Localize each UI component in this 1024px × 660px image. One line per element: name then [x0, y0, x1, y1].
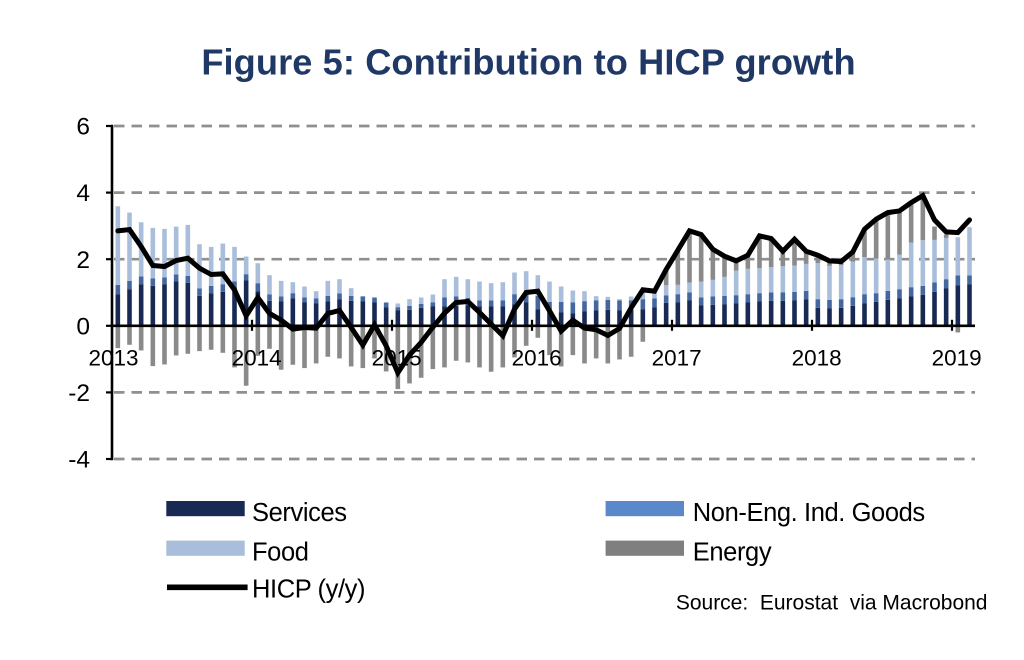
- svg-text:Figure 5: Contribution to HICP: Figure 5: Contribution to HICP growth: [201, 42, 855, 83]
- svg-text:2016: 2016: [512, 346, 562, 371]
- svg-text:2019: 2019: [932, 346, 982, 371]
- svg-text:-4: -4: [68, 447, 90, 474]
- svg-text:Source: Eurostat via Macrobo: Source: Eurostat via Macrobond: [676, 592, 988, 615]
- svg-text:2017: 2017: [652, 346, 702, 371]
- svg-text:2018: 2018: [792, 346, 842, 371]
- svg-text:2: 2: [76, 247, 90, 274]
- svg-text:Services: Services: [252, 499, 347, 527]
- svg-text:2014: 2014: [232, 346, 282, 371]
- svg-text:Energy: Energy: [693, 539, 772, 567]
- svg-text:6: 6: [76, 114, 90, 141]
- svg-text:HICP (y/y): HICP (y/y): [252, 576, 365, 604]
- svg-text:Non-Eng. Ind. Goods: Non-Eng. Ind. Goods: [693, 499, 925, 527]
- svg-text:0: 0: [76, 313, 90, 340]
- svg-text:Food: Food: [252, 539, 309, 567]
- svg-text:4: 4: [76, 180, 90, 207]
- svg-text:-2: -2: [68, 380, 90, 407]
- svg-text:2013: 2013: [88, 346, 138, 371]
